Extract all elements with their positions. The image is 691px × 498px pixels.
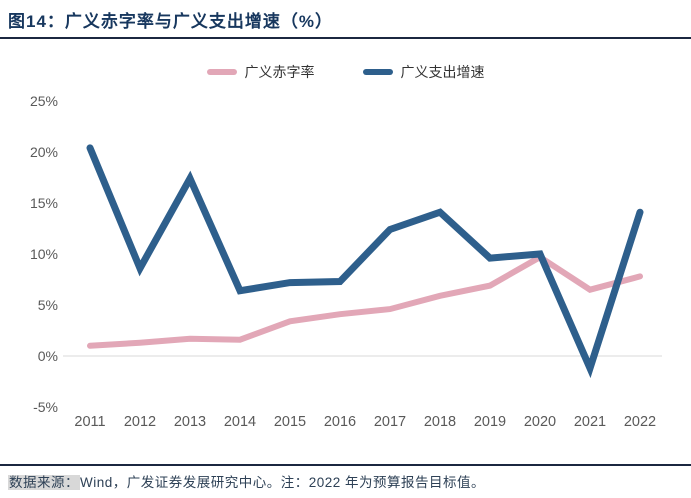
y-tick-label: 20%	[30, 144, 58, 160]
x-tick-label: 2020	[524, 414, 556, 430]
y-tick-label: -5%	[33, 399, 58, 415]
title-divider	[0, 37, 691, 39]
y-tick-label: 10%	[30, 246, 58, 262]
source-note: 数据来源：Wind，广发证券发展研究中心。注：2022 年为预算报告目标值。	[0, 466, 691, 491]
y-tick-label: 0%	[38, 348, 58, 364]
legend-label-deficit-rate: 广义赤字率	[244, 64, 315, 80]
source-label: 数据来源：	[8, 475, 80, 490]
x-tick-label: 2019	[474, 414, 506, 430]
legend-item-deficit-rate: 广义赤字率	[206, 62, 315, 82]
x-tick-label: 2013	[174, 414, 206, 430]
y-tick-label: 25%	[30, 93, 58, 109]
source-text: Wind，广发证券发展研究中心。注：2022 年为预算报告目标值。	[80, 475, 486, 490]
deficit-rate-line-swatch	[206, 69, 237, 75]
x-tick-label: 2022	[624, 414, 656, 430]
chart-legend: 广义赤字率 广义支出增速	[0, 63, 691, 81]
figure-title: 图14：广义赤字率与广义支出增速（%）	[8, 12, 334, 31]
x-tick-label: 2018	[424, 414, 456, 430]
series-line-expenditure-growth	[86, 144, 644, 379]
x-tick-label: 2011	[74, 414, 105, 430]
x-tick-label: 2015	[274, 414, 306, 430]
series-line-deficit-rate	[87, 253, 643, 349]
expenditure-growth-line-swatch	[362, 69, 393, 75]
x-tick-label: 2017	[374, 414, 406, 430]
legend-label-expenditure-growth: 广义支出增速	[400, 64, 485, 80]
y-tick-label: 5%	[38, 297, 58, 313]
line-chart: 25% 20% 15% 10% 5% 0% -5% 2011 2012 2013 2014 2015 2…	[0, 86, 691, 444]
legend-item-expenditure-growth: 广义支出增速	[362, 62, 485, 82]
x-tick-label: 2012	[124, 414, 156, 430]
x-tick-label: 2016	[324, 414, 356, 430]
y-tick-label: 15%	[30, 195, 58, 211]
x-tick-label: 2021	[574, 414, 606, 430]
x-tick-label: 2014	[224, 414, 256, 430]
footer-divider	[0, 464, 691, 466]
